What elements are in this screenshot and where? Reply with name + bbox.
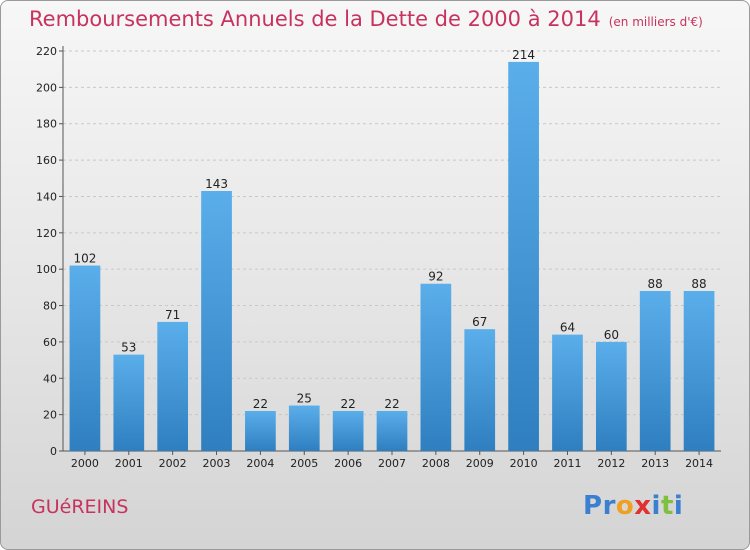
bar [639,291,671,451]
logo-letter: o [615,491,635,521]
y-tick-label: 180 [36,118,57,131]
y-tick-label: 0 [50,445,57,458]
x-tick-label: 2010 [510,457,538,470]
x-tick-label: 2003 [203,457,231,470]
bar-value-label: 67 [472,315,487,329]
logo-letter: i [673,491,684,521]
bar [113,354,145,451]
x-tick-label: 2004 [246,457,274,470]
bar [464,329,496,451]
chart-title: Remboursements Annuels de la Dette de 20… [29,7,703,31]
bar-value-label: 214 [512,48,535,62]
y-tick-label: 160 [36,154,57,167]
commune-name: GUéREINS [31,496,129,518]
y-tick-label: 80 [43,300,57,313]
bar-value-label: 25 [297,392,312,406]
bar-value-label: 143 [205,177,228,191]
bar-value-label: 102 [73,252,96,266]
bar-value-label: 71 [165,308,180,322]
y-tick-label: 120 [36,227,57,240]
x-tick-label: 2001 [115,457,143,470]
chart-title-text: Remboursements Annuels de la Dette de 20… [29,7,601,31]
x-tick-label: 2009 [466,457,494,470]
bar [376,411,408,451]
bar-value-label: 60 [604,328,619,342]
y-tick-label: 100 [36,263,57,276]
bar [552,334,583,451]
logo-letter: P [583,491,603,521]
y-tick-label: 20 [43,409,57,422]
bar [288,405,320,451]
bar [508,61,539,452]
bar [245,411,276,451]
bar-value-label: 88 [691,277,706,291]
x-tick-label: 2005 [290,457,318,470]
bar [595,341,627,451]
bar-value-label: 64 [560,321,575,335]
y-tick-label: 60 [43,336,57,349]
x-tick-label: 2014 [685,457,713,470]
chart-unit: (en milliers d'€) [608,15,703,29]
x-tick-label: 2000 [71,457,99,470]
bar-value-label: 88 [648,277,663,291]
x-tick-label: 2008 [422,457,450,470]
bar-value-label: 22 [340,397,355,411]
y-tick-label: 200 [36,81,57,94]
bar [201,191,232,451]
bar [157,321,189,451]
bar [683,291,715,451]
logo-letter: t [660,491,674,521]
logo-letter: x [634,491,652,521]
bar-value-label: 92 [428,270,443,284]
x-tick-label: 2013 [641,457,669,470]
bar [69,265,101,451]
bar-value-label: 53 [121,341,136,355]
y-tick-label: 140 [36,190,57,203]
x-tick-label: 2006 [334,457,362,470]
x-tick-label: 2007 [378,457,406,470]
y-tick-label: 40 [43,372,57,385]
x-tick-label: 2002 [159,457,187,470]
logo-letter: i [651,491,661,521]
bar [332,411,364,451]
x-tick-label: 2011 [553,457,581,470]
x-tick-label: 2012 [597,457,625,470]
bar-value-label: 22 [384,397,399,411]
y-tick-label: 220 [36,45,57,58]
proxiti-logo: Proxiti [583,491,683,521]
logo-letter: r [602,491,616,521]
bar-value-label: 22 [253,397,268,411]
bar [420,283,452,451]
